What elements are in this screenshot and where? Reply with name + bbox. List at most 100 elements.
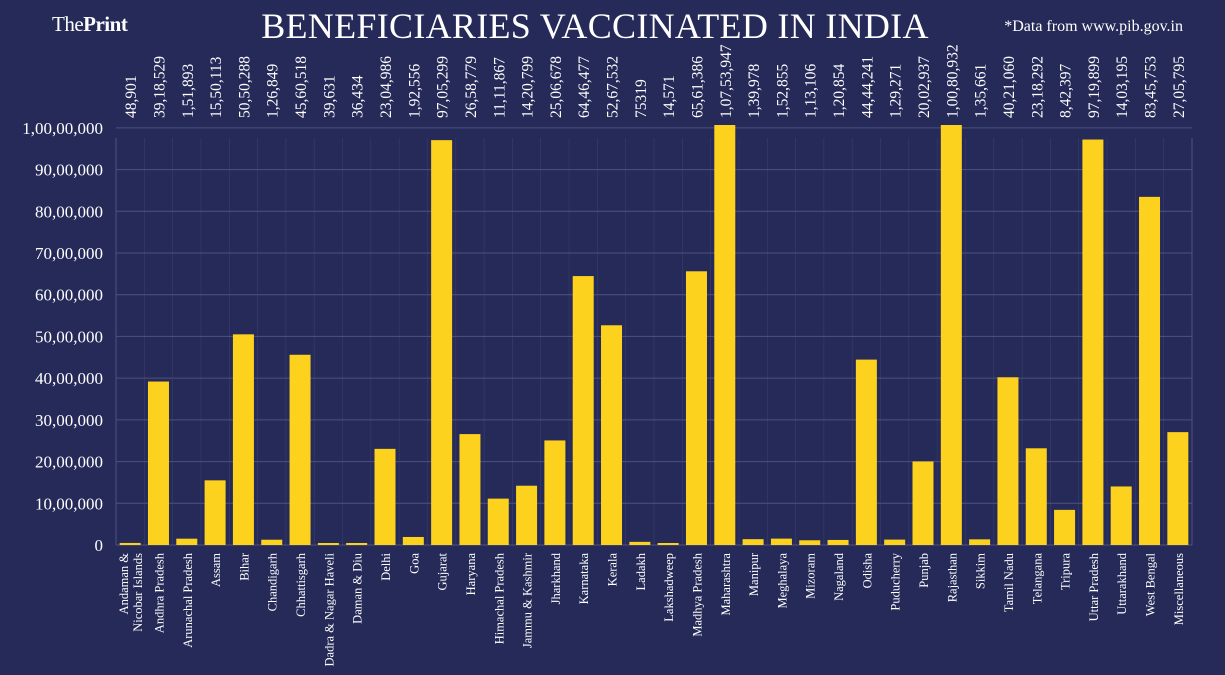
y-tick-label: 10,00,000	[35, 494, 103, 513]
data-label: 26,58,779	[463, 56, 480, 118]
x-tick-label: Gujarat	[436, 552, 450, 590]
x-tick-label: Chhattisgarh	[294, 552, 308, 617]
x-tick-label: Kerala	[606, 553, 620, 587]
data-label: 1,20,854	[831, 64, 848, 119]
bar	[544, 440, 566, 545]
y-tick-label: 20,00,000	[35, 453, 103, 472]
data-label: 1,13,106	[803, 64, 820, 119]
x-tick-label: Maharashtra	[719, 553, 733, 616]
data-label: 1,92,556	[406, 64, 423, 119]
bar	[657, 543, 679, 545]
data-label: 48,901	[123, 75, 140, 118]
x-tick-label: Odisha	[860, 553, 874, 589]
x-tick-label: Uttarakhand	[1115, 552, 1129, 615]
data-label: 40,21,060	[1001, 56, 1018, 118]
x-tick-label: Delhi	[379, 552, 393, 580]
x-tick-label: Bihar	[237, 552, 251, 581]
x-tick-label: Karnataka	[577, 553, 591, 605]
x-tick-label: West Bengal	[1144, 552, 1158, 616]
bar	[1110, 486, 1132, 545]
data-label: 14,571	[661, 75, 678, 118]
data-label: 11,11,867	[491, 57, 508, 118]
bar	[232, 334, 254, 545]
x-tick-label: Daman & Diu	[351, 552, 365, 624]
data-label: 23,04,986	[378, 56, 395, 118]
bar	[1167, 432, 1189, 545]
y-tick-label: 60,00,000	[35, 286, 103, 305]
bar	[855, 359, 877, 545]
bar	[374, 448, 396, 545]
bar	[799, 540, 821, 545]
chart-title: BENEFICIARIES VACCINATED IN INDIA	[261, 6, 929, 46]
data-label: 52,67,532	[605, 56, 622, 118]
data-label: 45,60,518	[293, 56, 310, 118]
x-tick-label: Uttar Pradesh	[1087, 552, 1101, 621]
data-label: 75319	[633, 79, 650, 118]
bar	[346, 543, 368, 545]
brand-logo: ThePrint	[52, 12, 128, 37]
data-label: 50,50,288	[236, 56, 253, 118]
data-label: 97,05,299	[435, 56, 452, 118]
brand-prefix: The	[52, 12, 84, 36]
bar	[487, 498, 509, 545]
data-label: 97,19,899	[1086, 56, 1103, 118]
x-tick-label: Nagaland	[832, 552, 846, 601]
data-label: 39,631	[321, 75, 338, 118]
bar	[459, 434, 481, 545]
x-tick-label: Manipur	[747, 552, 761, 596]
bar	[601, 325, 623, 545]
data-label: 1,26,849	[265, 64, 282, 119]
bar	[261, 539, 283, 545]
x-tick-label: Haryana	[464, 553, 478, 596]
x-tick-label: Puducherry	[889, 552, 903, 610]
x-tick-label: Telangana	[1030, 553, 1044, 605]
y-tick-label: 30,00,000	[35, 411, 103, 430]
data-label: 23,18,292	[1029, 56, 1046, 118]
bar	[685, 271, 707, 545]
x-tick-label: Rajasthan	[945, 552, 959, 602]
bar	[431, 140, 453, 545]
x-tick-label: Dadra & Nagar Haveli	[322, 552, 336, 666]
data-label: 1,35,661	[973, 64, 990, 118]
y-tick-label: 90,00,000	[35, 161, 103, 180]
data-label: 1,00,80,932	[944, 44, 961, 118]
bar	[912, 461, 934, 545]
data-label: 44,44,241	[859, 56, 876, 118]
y-tick-label: 0	[95, 536, 104, 555]
data-label: 64,46,477	[576, 56, 593, 118]
data-label: 83,45,753	[1143, 56, 1160, 118]
bar	[884, 539, 906, 545]
data-label: 1,39,978	[746, 64, 763, 119]
bar	[204, 480, 226, 545]
bar	[714, 125, 736, 545]
bar	[289, 354, 311, 545]
bar	[827, 539, 849, 545]
data-label: 1,51,893	[180, 64, 197, 119]
bar	[1054, 509, 1076, 545]
y-tick-label: 70,00,000	[35, 244, 103, 263]
data-label: 36,434	[350, 75, 367, 118]
y-tick-label: 40,00,000	[35, 369, 103, 388]
bar	[969, 539, 991, 545]
brand-bold: Print	[83, 12, 128, 36]
x-tick-label: Goa	[407, 553, 421, 574]
bar	[997, 377, 1019, 545]
data-label: 8,42,397	[1058, 64, 1075, 119]
data-label: 14,03,195	[1114, 56, 1131, 118]
bar	[1025, 448, 1047, 545]
x-tick-label: Assam	[209, 553, 223, 587]
x-tick-label: Himachal Pradesh	[492, 552, 506, 644]
source-note: *Data from www.pib.gov.in	[1004, 18, 1183, 35]
x-tick-label: Miscellaneous	[1172, 553, 1186, 625]
x-tick-label: Mizoram	[804, 553, 818, 599]
bar	[516, 485, 538, 545]
x-tick-label: Andaman &	[117, 553, 131, 615]
x-tick-label: Jammu & Kashmir	[521, 552, 535, 648]
data-label: 1,29,271	[888, 64, 905, 118]
bar	[940, 125, 962, 545]
bar	[629, 541, 651, 545]
data-label: 27,05,795	[1171, 56, 1188, 118]
x-tick-label: Ladakh	[634, 552, 648, 590]
x-tick-label: Madhya Pradesh	[690, 552, 704, 636]
x-tick-label: Andhra Pradesh	[152, 552, 166, 633]
